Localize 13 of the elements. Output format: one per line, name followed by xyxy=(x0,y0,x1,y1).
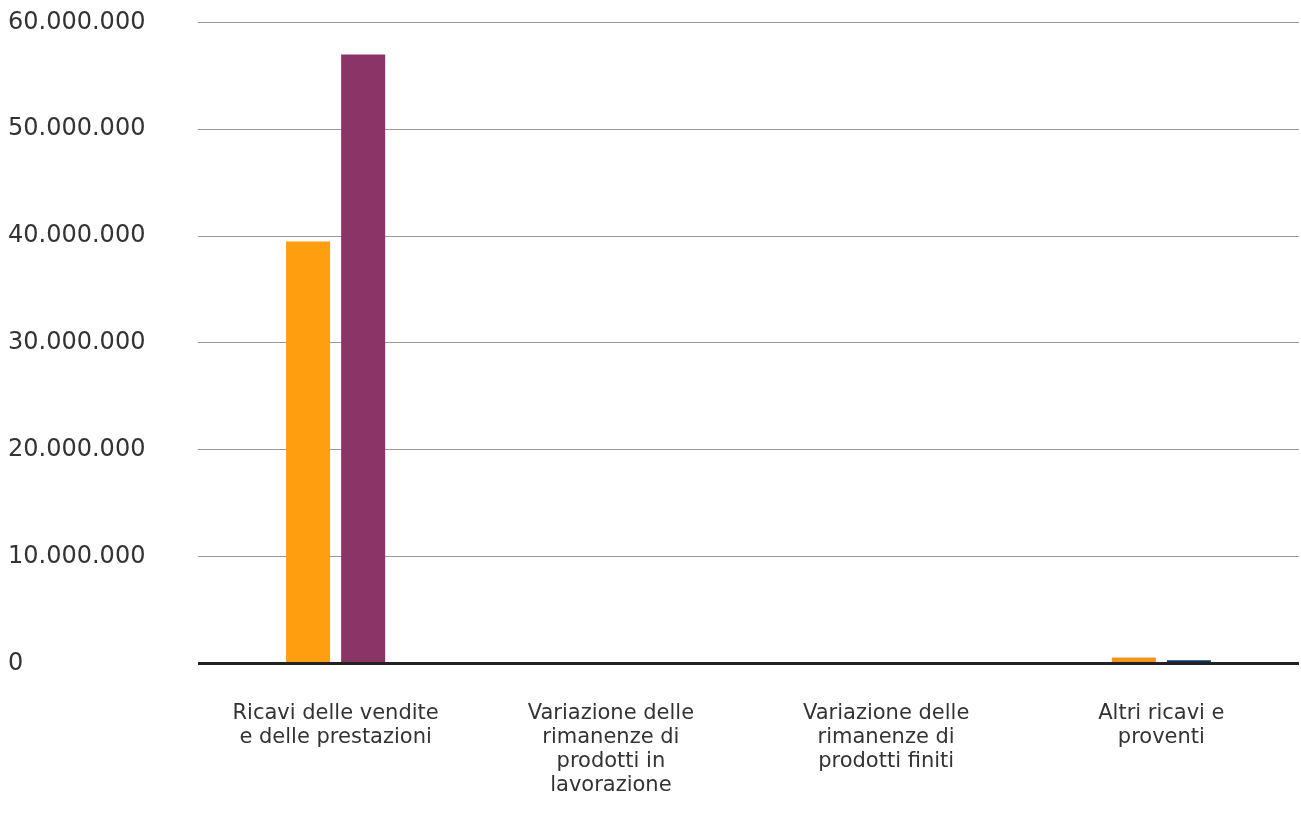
y-tick-label: 60.000.000 xyxy=(8,6,146,35)
y-tick-label: 50.000.000 xyxy=(8,113,146,142)
y-tick-label: 10.000.000 xyxy=(8,540,146,569)
y-tick-label: 0 xyxy=(8,647,24,676)
y-tick-label: 40.000.000 xyxy=(8,220,146,249)
x-tick-label: Variazione delle rimanenze di prodotti in lavorazione xyxy=(527,699,695,797)
bar xyxy=(286,241,331,663)
y-tick-label: 30.000.000 xyxy=(8,327,146,356)
x-tick-label: Variazione delle rimanenze di prodotti finiti xyxy=(802,699,970,773)
bar xyxy=(341,54,386,663)
x-tick-label: Ricavi delle vendite e delle prestazioni xyxy=(232,699,439,749)
y-tick-label: 20.000.000 xyxy=(8,433,146,462)
x-tick-label: Altri ricavi e proventi xyxy=(1098,699,1225,749)
